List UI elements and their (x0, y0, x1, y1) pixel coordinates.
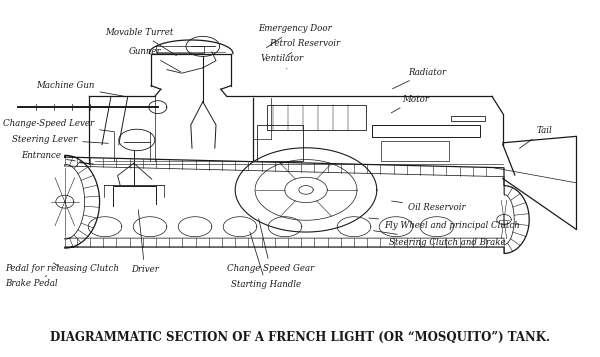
Text: Change-Speed Lever: Change-Speed Lever (3, 119, 114, 132)
Text: Radiator: Radiator (392, 67, 446, 89)
Text: Starting Handle: Starting Handle (231, 232, 301, 290)
Text: Emergency Door: Emergency Door (258, 24, 332, 48)
Text: Movable Turret: Movable Turret (105, 27, 176, 56)
Bar (372, 125, 480, 137)
Text: Oil Reservoir: Oil Reservoir (392, 201, 466, 212)
Text: Gunner: Gunner (129, 47, 181, 72)
Text: Tail: Tail (520, 126, 553, 148)
Text: Motor: Motor (391, 95, 429, 113)
Bar (267, 105, 366, 130)
Bar (257, 125, 303, 161)
Text: Machine Gun: Machine Gun (36, 81, 126, 97)
Text: DIAGRAMMATIC SECTION OF A FRENCH LIGHT (OR “MOSQUITO”) TANK.: DIAGRAMMATIC SECTION OF A FRENCH LIGHT (… (50, 331, 550, 344)
Text: Petrol Reservoir: Petrol Reservoir (269, 39, 340, 56)
Text: Steering Lever: Steering Lever (12, 135, 108, 144)
Text: Driver: Driver (131, 210, 158, 274)
Bar (156, 46, 204, 53)
Text: Brake Pedal: Brake Pedal (5, 276, 58, 288)
Text: Steering Clutch and Brake: Steering Clutch and Brake (374, 231, 505, 247)
Text: Entrance: Entrance (21, 151, 75, 161)
Bar (381, 141, 449, 161)
Text: Ventilator: Ventilator (261, 54, 304, 69)
Text: Pedal for releasing Clutch: Pedal for releasing Clutch (5, 263, 119, 273)
Bar (451, 116, 485, 121)
Text: Fly Wheel and principal Clutch: Fly Wheel and principal Clutch (369, 218, 520, 230)
Text: Change Speed Gear: Change Speed Gear (227, 219, 314, 273)
